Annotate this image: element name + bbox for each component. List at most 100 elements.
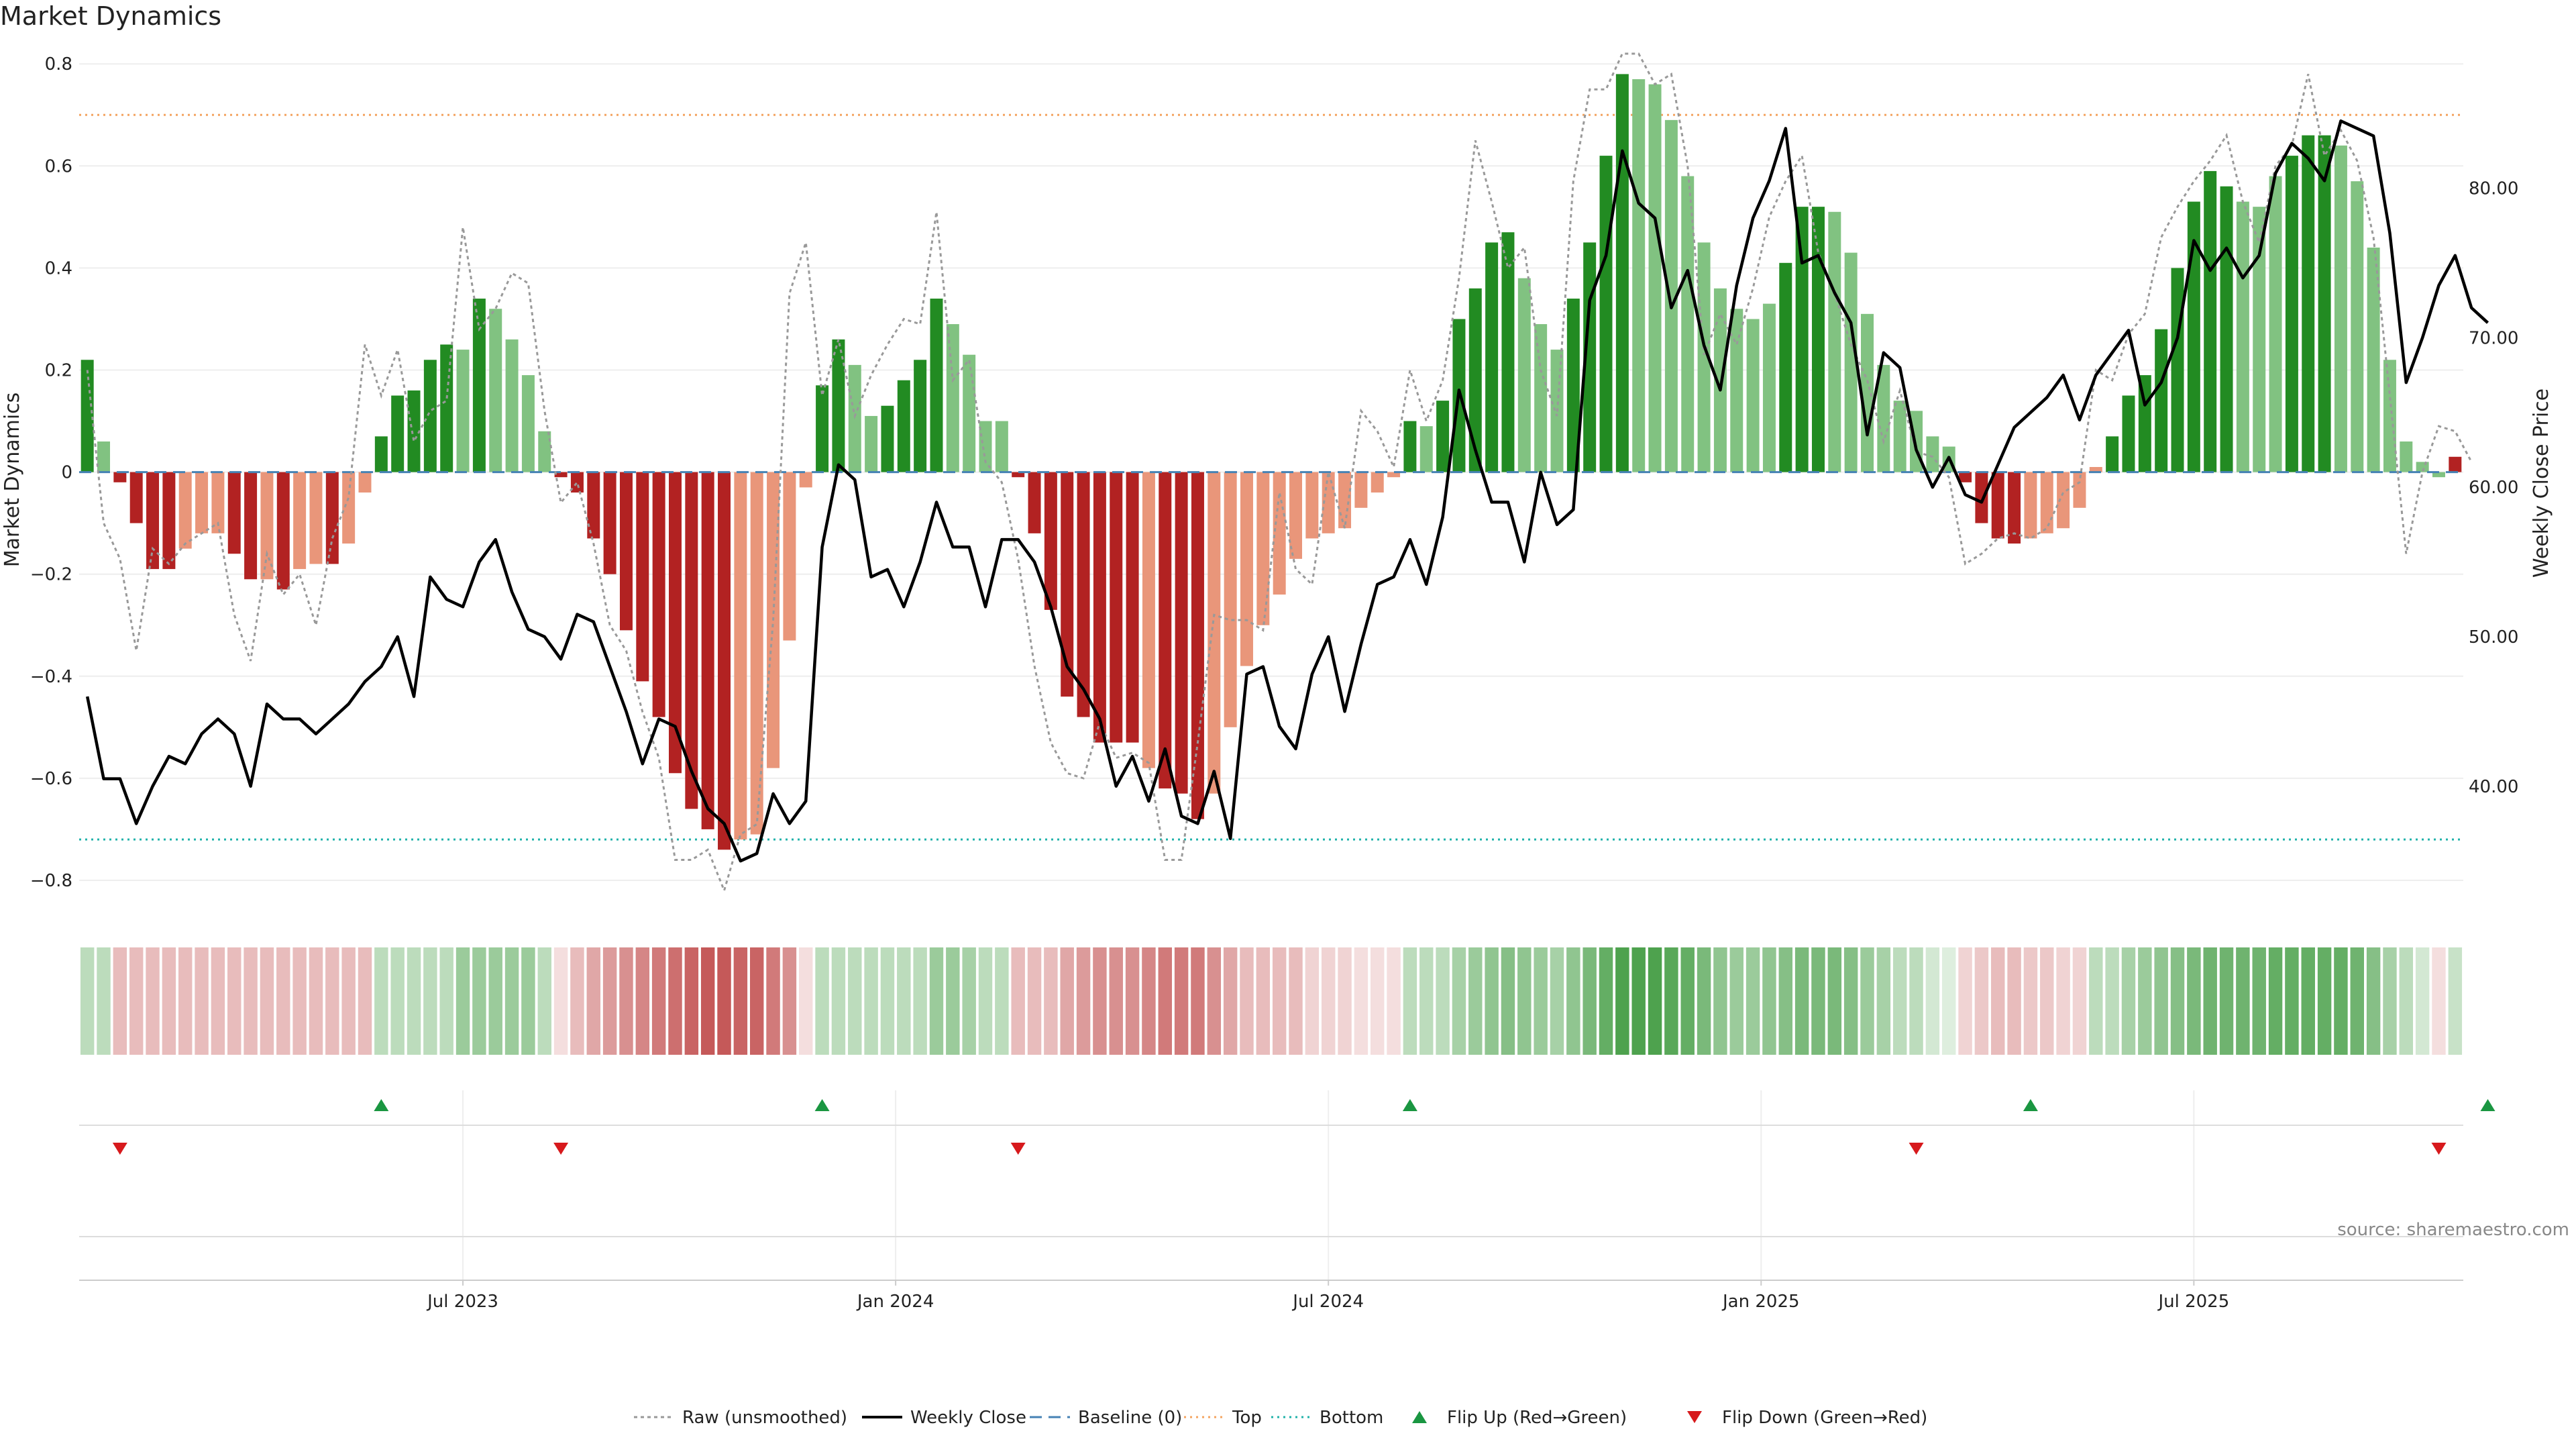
heatmap-cell — [1468, 947, 1483, 1055]
dynamics-bar — [2089, 466, 2102, 472]
dynamics-bar — [1126, 472, 1139, 743]
heatmap-cell — [1419, 947, 1434, 1055]
dynamics-bar — [1419, 426, 1433, 472]
dynamics-bar — [472, 299, 486, 472]
heatmap-cell — [1142, 947, 1156, 1055]
dynamics-bar — [1779, 262, 1792, 472]
dynamics-bar — [2269, 176, 2282, 472]
heatmap-cell — [2170, 947, 2185, 1055]
dynamics-bar — [146, 472, 160, 570]
y2-tick-label: 70.00 — [2469, 328, 2518, 348]
heatmap-cell — [1958, 947, 1972, 1055]
flip-up-marker — [374, 1099, 389, 1111]
dynamics-bar — [456, 350, 470, 472]
source-note: source: sharemaestro.com — [2337, 1220, 2569, 1240]
x-tick-label: Jan 2025 — [1721, 1292, 1800, 1312]
dynamics-bar — [2155, 329, 2168, 472]
dynamics-bar — [162, 472, 176, 570]
dynamics-bar — [1697, 242, 1711, 472]
dynamics-bar — [1501, 232, 1515, 472]
heatmap-cell — [651, 947, 666, 1055]
dynamics-bar — [276, 472, 290, 590]
dynamics-bar — [374, 436, 388, 472]
heatmap-cell — [2285, 947, 2299, 1055]
heatmap-cell — [913, 947, 927, 1055]
heatmap-cell — [521, 947, 535, 1055]
dynamics-bar — [1681, 176, 1695, 472]
heatmap-cell — [1860, 947, 1874, 1055]
dynamics-bar — [963, 354, 976, 472]
heatmap-cell — [1876, 947, 1891, 1055]
flip-up-marker — [2023, 1099, 2038, 1111]
heatmap-cell — [1223, 947, 1238, 1055]
heatmap-cell — [1125, 947, 1140, 1055]
heatmap-cell — [831, 947, 846, 1055]
heatmap-cell — [423, 947, 437, 1055]
dynamics-bar — [2449, 456, 2462, 472]
heatmap-cell — [2252, 947, 2266, 1055]
heatmap-cell — [325, 947, 339, 1055]
heatmap-cell — [2138, 947, 2152, 1055]
dynamics-bar — [1795, 207, 1809, 472]
dynamics-bar — [1485, 242, 1499, 472]
dynamics-bar — [652, 472, 665, 717]
dynamics-bar — [325, 472, 339, 564]
heatmap-cell — [1892, 947, 1907, 1055]
heatmap-cell — [309, 947, 323, 1055]
dynamics-bar — [1224, 472, 1237, 727]
heatmap-cell — [1664, 947, 1678, 1055]
heatmap-cell — [439, 947, 453, 1055]
heatmap-cell — [2072, 947, 2087, 1055]
heatmap-cell — [684, 947, 699, 1055]
flip-down-marker — [1909, 1143, 1924, 1155]
heatmap-cell — [2023, 947, 2038, 1055]
heatmap-cell — [80, 947, 95, 1055]
flip-up-marker — [2480, 1099, 2496, 1111]
heatmap-cell — [553, 947, 568, 1055]
y2-tick-label: 80.00 — [2469, 179, 2518, 199]
heatmap-cell — [1778, 947, 1793, 1055]
heatmap-cell — [2399, 947, 2414, 1055]
dynamics-bar — [1583, 242, 1597, 472]
heatmap-cell — [1060, 947, 1074, 1055]
dynamics-bar — [1208, 472, 1221, 794]
dynamics-bar — [1730, 309, 1743, 472]
dynamics-bar — [1289, 472, 1303, 559]
dynamics-bar — [1959, 472, 1972, 482]
dynamics-bar — [2302, 135, 2315, 472]
heatmap-cell — [1027, 947, 1042, 1055]
dynamics-bar — [897, 380, 910, 472]
dynamics-bar — [799, 472, 812, 488]
dynamics-bar — [1273, 472, 1286, 595]
y-tick-label: 0 — [61, 463, 72, 483]
heatmap-cell — [1941, 947, 1956, 1055]
legend-swatch-flip-up — [1412, 1411, 1427, 1423]
x-tick-label: Jan 2024 — [856, 1292, 934, 1312]
dynamics-bar — [2400, 441, 2413, 472]
dynamics-bar — [1893, 401, 1907, 472]
heatmap-cell — [537, 947, 551, 1055]
heatmap-cell — [1321, 947, 1336, 1055]
dynamics-bar — [783, 472, 796, 641]
y-tick-label: 0.4 — [45, 258, 72, 278]
dynamics-bar — [2073, 472, 2086, 508]
dynamics-bar — [293, 472, 307, 570]
legend-label: Top — [1232, 1408, 1262, 1428]
heatmap-cell — [880, 947, 895, 1055]
dynamics-bar — [1044, 472, 1057, 610]
dynamics-bar — [538, 431, 551, 472]
x-tick-label: Jul 2023 — [426, 1292, 498, 1312]
flip-up-marker — [814, 1099, 830, 1111]
dynamics-bar — [587, 472, 600, 539]
heatmap-cell — [586, 947, 601, 1055]
heatmap-cell — [1436, 947, 1450, 1055]
heatmap-cell — [2187, 947, 2201, 1055]
y2-tick-label: 40.00 — [2469, 777, 2518, 797]
dynamics-bar — [1975, 472, 1988, 523]
heatmap-cell — [1305, 947, 1320, 1055]
heatmap-cell — [129, 947, 144, 1055]
dynamics-bar — [636, 472, 649, 682]
heatmap-cell — [815, 947, 829, 1055]
